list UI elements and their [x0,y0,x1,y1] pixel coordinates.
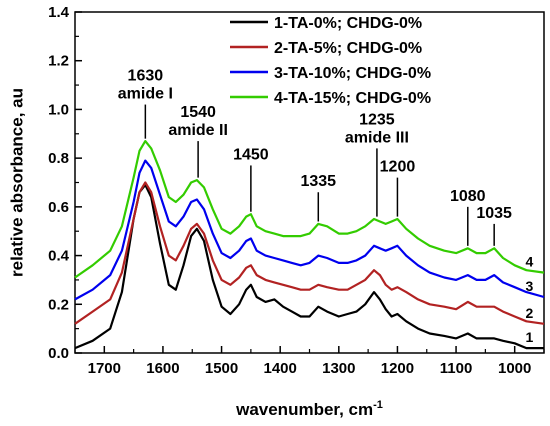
peak-annotation-label: 1335 [300,173,336,190]
peak-annotation-label: amide I [118,86,173,103]
x-tick-label: 1600 [146,360,179,377]
y-axis-title: relative absorbance, au [7,88,26,277]
x-tick-label: 1400 [264,360,297,377]
x-axis-title-superscript: -1 [373,399,383,411]
x-axis-title-text: wavenumber, cm [235,400,373,419]
y-tick-label: 1.4 [48,4,70,21]
peak-annotation-label: 1080 [450,188,486,205]
y-tick-label: 0.4 [48,248,70,265]
y-tick-label: 0.2 [48,296,69,313]
peak-annotation-label: amide II [168,122,228,139]
y-tick-label: 0.0 [48,345,69,362]
x-tick-label: 1100 [440,360,473,377]
legend: 1-TA-0%; CHDG-0% 2-TA-5%; CHDG-0% 3-TA-10%… [230,15,431,107]
peak-annotation-label: 1235 [359,111,395,128]
y-tick-label: 0.8 [48,150,69,167]
peak-annotation-label: 1035 [476,205,512,222]
curve-number-label: 2 [525,305,533,321]
axis-ticks: 1700 1600 1500 1400 1300 1200 1100 1000 0.0 0.2 0.… [48,4,545,377]
x-tick-label: 1200 [381,360,414,377]
x-tick-label: 1500 [205,360,238,377]
y-tick-label: 1.0 [48,101,69,118]
peak-annotation-label: 1200 [380,159,416,176]
x-axis-title: wavenumber, cm-1 [235,399,383,419]
peak-annotation-label: 1450 [233,146,269,163]
legend-entry-label: 2-TA-5%; CHDG-0% [274,40,422,57]
curve-number-label: 3 [525,278,533,294]
x-tick-label: 1300 [322,360,355,377]
curve-number-label: 4 [525,254,533,270]
curve-number-label: 1 [525,329,533,345]
legend-entry-label: 3-TA-10%; CHDG-0% [274,65,431,82]
y-tick-label: 0.6 [48,199,69,216]
peak-annotation-label: 1540 [180,104,216,121]
series-lines [74,140,545,350]
series-line [74,140,545,279]
x-tick-label: 1700 [88,360,121,377]
legend-entry-label: 4-TA-15%; CHDG-0% [274,90,431,107]
peak-annotation-label: 1630 [128,68,164,85]
y-tick-label: 1.2 [48,53,69,70]
series-line [74,183,544,350]
x-tick-label: 1000 [498,360,531,377]
legend-entry-label: 1-TA-0%; CHDG-0% [274,15,422,32]
series-line [74,159,545,301]
peak-annotation-label: amide III [345,129,409,146]
series-line [74,181,545,325]
curve-number-labels: 1 2 3 4 [525,254,533,346]
